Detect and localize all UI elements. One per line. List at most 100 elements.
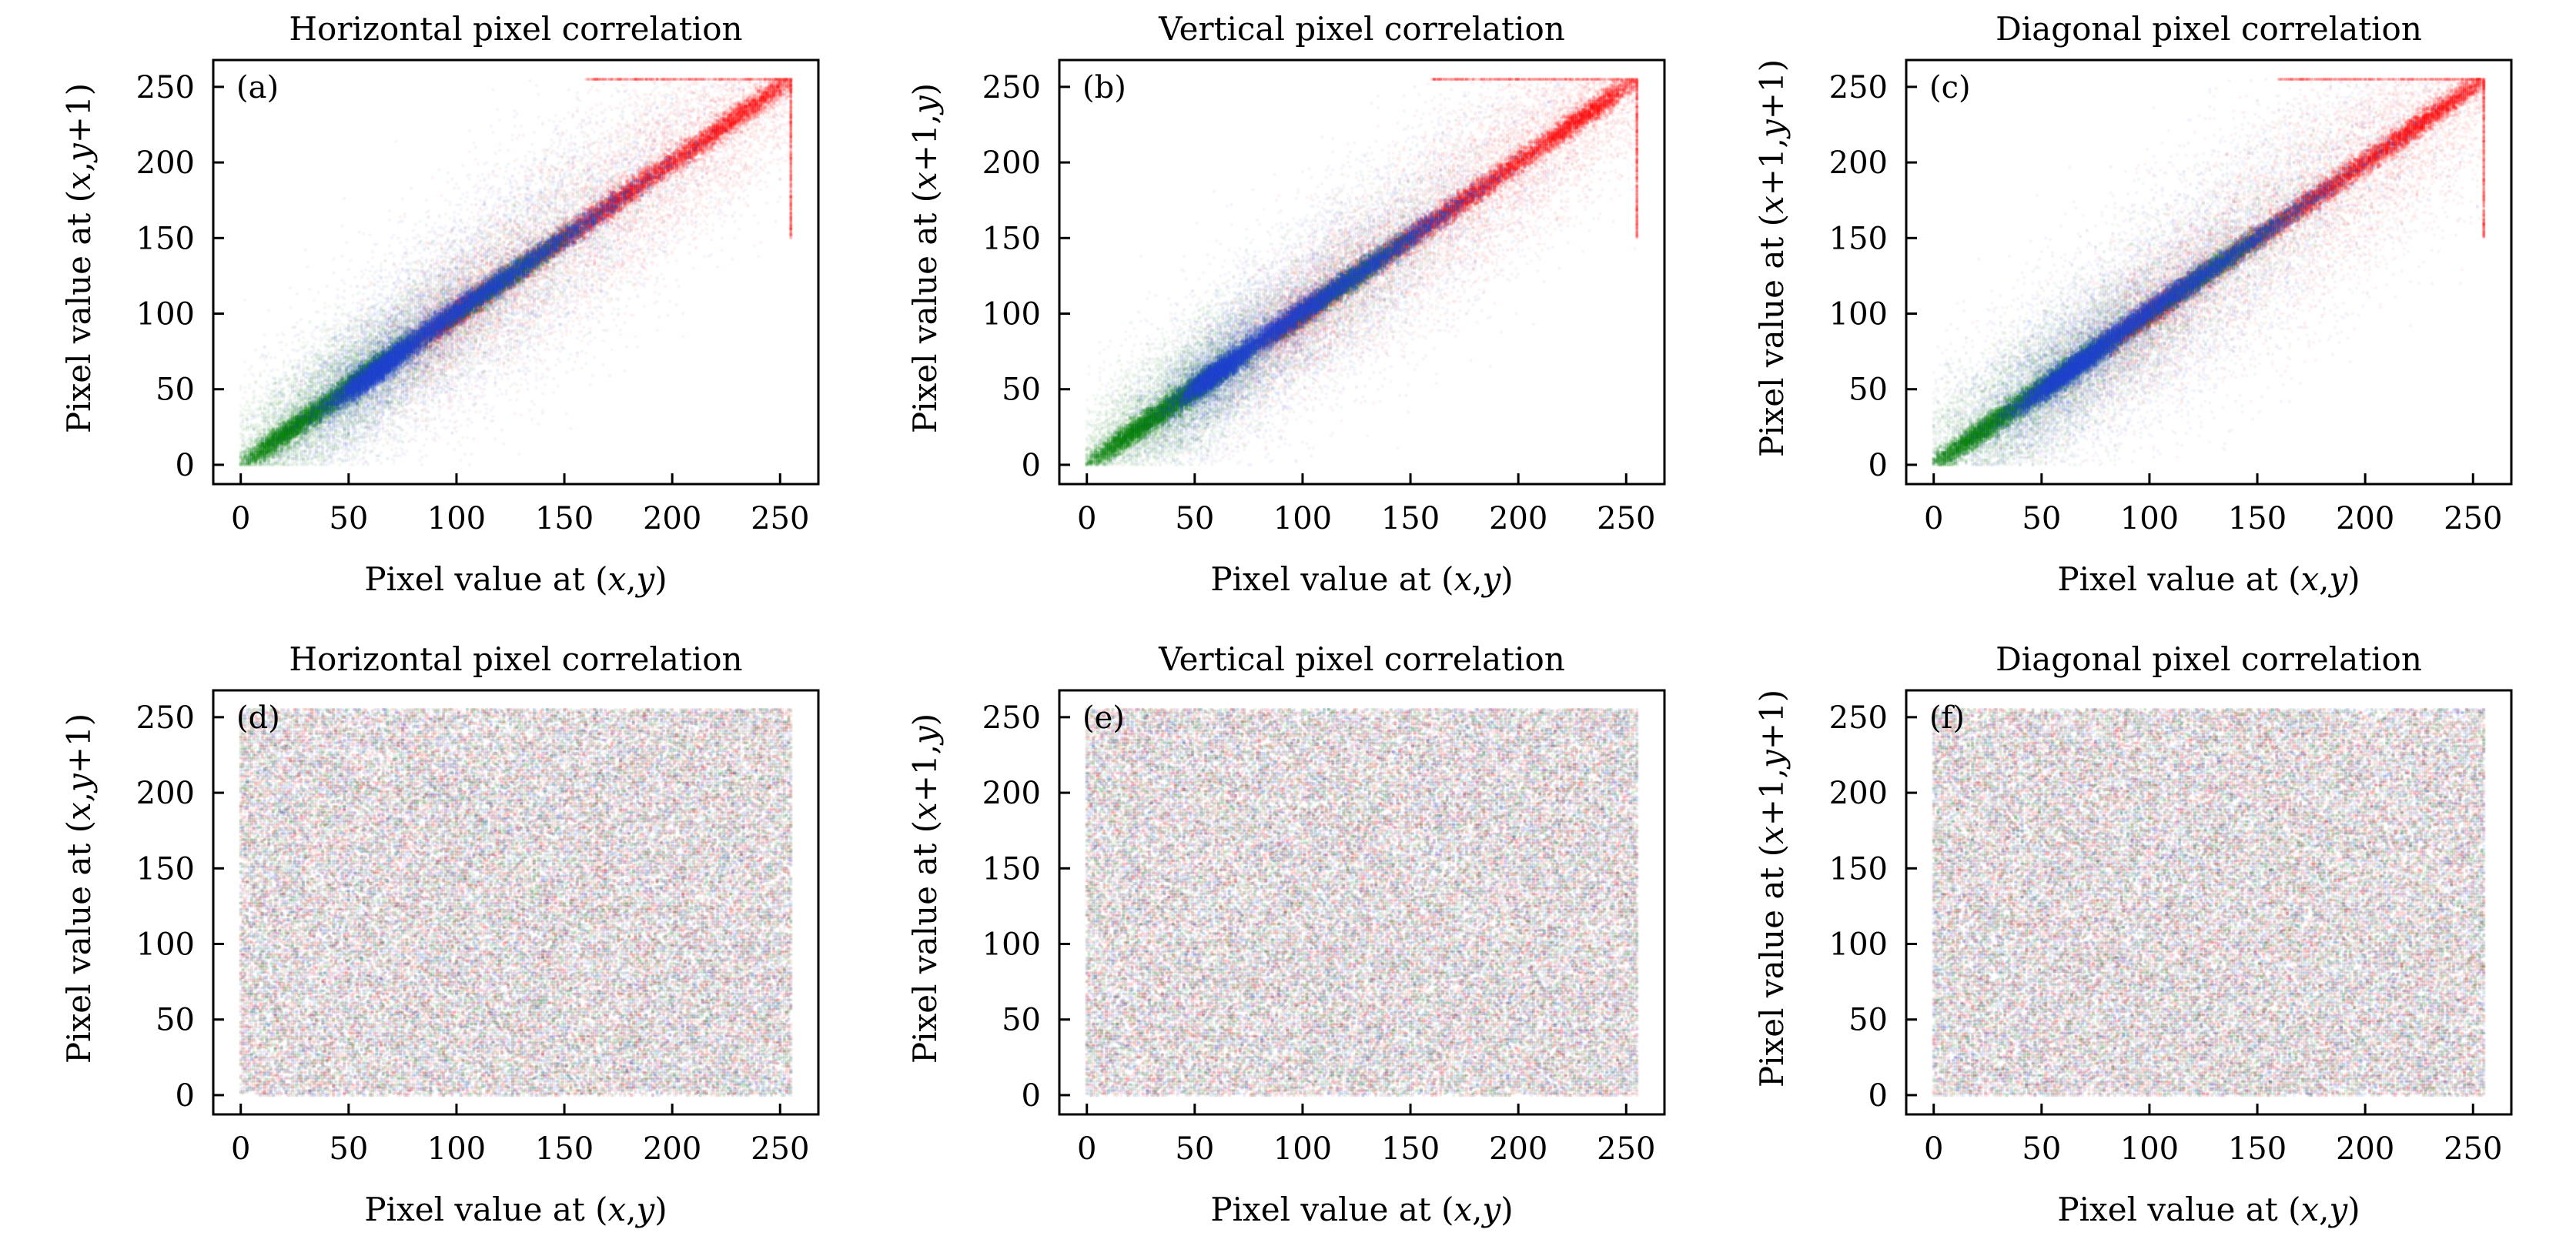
x-tick-label: 250 (1597, 1131, 1655, 1167)
x-tick-label: 0 (1924, 1131, 1943, 1167)
x-tick-label: 50 (1175, 1131, 1214, 1167)
y-tick-label: 50 (1848, 1003, 1888, 1038)
y-tick-label: 0 (1022, 448, 1041, 483)
plot-frame (212, 689, 820, 1116)
scatter-points-d (213, 690, 818, 1114)
x-axis-label: Pixel value at (x,y) (1210, 560, 1513, 598)
x-tick-label: 50 (329, 1131, 368, 1167)
chart-panel-c: 0 50 100 150 200 250 0 50 100 150 200 250 Diagonal p… (1706, 0, 2552, 616)
x-tick-label: 200 (1489, 501, 1547, 536)
y-tick-label: 250 (1829, 700, 1888, 736)
y-tick-label: 100 (136, 927, 195, 963)
x-tick-label: 150 (535, 501, 594, 536)
x-tick-label: 150 (2228, 501, 2287, 536)
y-tick-label: 50 (1848, 372, 1888, 408)
y-tick-label: 100 (982, 297, 1041, 332)
x-tick-label: 200 (2336, 501, 2394, 536)
y-tick-label: 0 (176, 1078, 195, 1114)
y-tick-label: 200 (136, 776, 195, 811)
x-tick-label: 100 (427, 501, 486, 536)
axes-f: 0 50 100 150 200 250 0 50 100 150 200 250 Diagonal p… (1753, 640, 2513, 1228)
y-tick-label: 200 (982, 776, 1041, 811)
chart-title: Diagonal pixel correlation (1996, 10, 2422, 48)
plot-frame (1058, 689, 1666, 1116)
panel-tag: (d) (236, 700, 280, 736)
y-tick-label: 50 (156, 372, 195, 408)
panel-tag: (b) (1082, 70, 1126, 105)
x-tick-label: 50 (329, 501, 368, 536)
chart-panel-b: 0 50 100 150 200 250 0 50 100 150 200 250 Vertical p… (859, 0, 1705, 616)
y-tick-label: 150 (1829, 851, 1888, 887)
y-tick-label: 50 (156, 1003, 195, 1038)
x-tick-label: 100 (1273, 1131, 1332, 1167)
x-tick-label: 250 (1597, 501, 1655, 536)
y-tick-label: 50 (1002, 1003, 1041, 1038)
y-tick-label: 250 (982, 700, 1041, 736)
y-tick-label: 250 (1829, 70, 1888, 105)
chart-panel-e: 0 50 100 150 200 250 0 50 100 150 200 250 Vertical p… (859, 630, 1705, 1246)
y-axis-label: Pixel value at (x+1,y) (906, 83, 944, 433)
scatter-points-a (213, 60, 818, 484)
x-tick-label: 250 (2444, 501, 2502, 536)
y-tick-label: 150 (1829, 221, 1888, 256)
y-tick-label: 250 (982, 70, 1041, 105)
x-tick-label: 250 (751, 501, 809, 536)
chart-panel-d: 0 50 100 150 200 250 0 50 100 150 200 250 Horizontal… (13, 630, 859, 1246)
x-tick-label: 100 (2120, 1131, 2179, 1167)
chart-title: Vertical pixel correlation (1158, 640, 1565, 678)
x-tick-label: 200 (643, 501, 701, 536)
y-tick-label: 250 (136, 70, 195, 105)
x-tick-label: 150 (1381, 1131, 1440, 1167)
x-tick-label: 0 (1924, 501, 1943, 536)
x-tick-label: 150 (2228, 1131, 2287, 1167)
x-tick-label: 0 (1077, 501, 1096, 536)
chart-panel-a: 0 50 100 150 200 250 0 50 100 150 200 250 Horizontal… (13, 0, 859, 616)
y-tick-label: 200 (1829, 145, 1888, 181)
x-axis-label: Pixel value at (x,y) (364, 1191, 667, 1228)
y-axis-label: Pixel value at (x,y+1) (60, 83, 98, 433)
y-tick-label: 150 (136, 221, 195, 256)
x-tick-label: 250 (2444, 1131, 2502, 1167)
chart-title: Horizontal pixel correlation (289, 10, 742, 48)
y-axis-label: Pixel value at (x+1,y+1) (1753, 690, 1791, 1087)
x-tick-label: 0 (231, 501, 250, 536)
y-tick-label: 200 (1829, 776, 1888, 811)
axes-b: 0 50 100 150 200 250 0 50 100 150 200 250 Vertical p… (906, 10, 1666, 598)
y-axis-label: Pixel value at (x+1,y) (906, 713, 944, 1064)
y-tick-label: 0 (1868, 1078, 1888, 1114)
x-tick-label: 150 (535, 1131, 594, 1167)
x-tick-label: 50 (2022, 1131, 2061, 1167)
scatter-points-e (1059, 690, 1664, 1114)
x-tick-label: 0 (231, 1131, 250, 1167)
x-tick-label: 100 (427, 1131, 486, 1167)
chart-title: Vertical pixel correlation (1158, 10, 1565, 48)
x-tick-label: 50 (1175, 501, 1214, 536)
y-tick-label: 150 (982, 851, 1041, 887)
y-tick-label: 250 (136, 700, 195, 736)
scatter-points-c (1906, 60, 2511, 484)
x-tick-label: 150 (1381, 501, 1440, 536)
y-tick-label: 200 (136, 145, 195, 181)
y-tick-label: 100 (1829, 927, 1888, 963)
y-tick-label: 100 (982, 927, 1041, 963)
panel-tag: (c) (1929, 70, 1971, 105)
x-tick-label: 200 (2336, 1131, 2394, 1167)
x-axis-label: Pixel value at (x,y) (2057, 560, 2360, 598)
x-axis-label: Pixel value at (x,y) (2057, 1191, 2360, 1228)
x-axis-label: Pixel value at (x,y) (364, 560, 667, 598)
y-tick-label: 0 (1868, 448, 1888, 483)
chart-title: Diagonal pixel correlation (1996, 640, 2422, 678)
x-tick-label: 200 (1489, 1131, 1547, 1167)
x-tick-label: 100 (2120, 501, 2179, 536)
y-tick-label: 200 (982, 145, 1041, 181)
x-axis-label: Pixel value at (x,y) (1210, 1191, 1513, 1228)
plot-frame (1905, 689, 2513, 1116)
x-tick-label: 200 (643, 1131, 701, 1167)
panel-tag: (e) (1082, 700, 1125, 736)
y-tick-label: 150 (136, 851, 195, 887)
axes-c: 0 50 100 150 200 250 0 50 100 150 200 250 Diagonal p… (1753, 10, 2513, 598)
x-tick-label: 250 (751, 1131, 809, 1167)
y-tick-label: 0 (176, 448, 195, 483)
scatter-points-b (1059, 60, 1664, 484)
y-tick-label: 100 (1829, 297, 1888, 332)
